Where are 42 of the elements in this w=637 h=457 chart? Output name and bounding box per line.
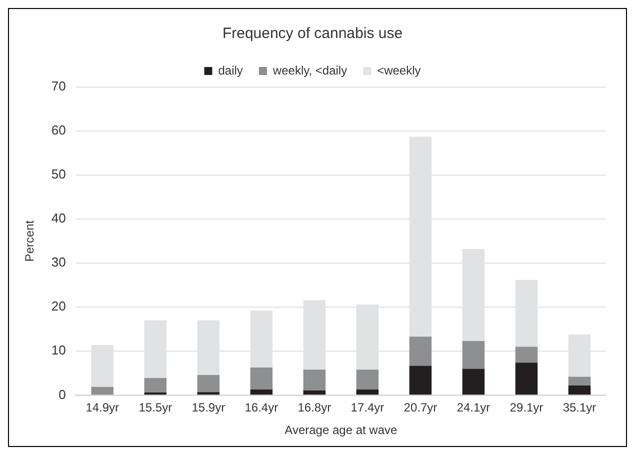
legend-label: daily	[218, 63, 243, 78]
bar	[144, 378, 167, 393]
x-tick-label: 16.4yr	[244, 400, 278, 415]
x-tick-label: 35.1yr	[562, 400, 596, 415]
y-tick-label: 0	[58, 386, 66, 402]
bar	[356, 370, 379, 390]
bar	[515, 362, 538, 395]
bar	[568, 376, 591, 386]
y-tick-label: 60	[51, 122, 66, 138]
bar	[250, 367, 273, 390]
bar	[515, 346, 538, 363]
legend-label: weekly, <daily	[272, 63, 348, 78]
y-axis-title: Percent	[22, 220, 37, 262]
x-tick-label: 29.1yr	[510, 400, 544, 415]
bar	[250, 389, 273, 395]
bar	[409, 366, 432, 395]
bar	[197, 392, 220, 395]
y-tick-label: 20	[51, 298, 66, 314]
y-tick-label: 40	[51, 210, 66, 226]
x-tick-label: 17.4yr	[350, 400, 384, 415]
x-tick-label: 15.5yr	[138, 400, 172, 415]
x-tick-label: 14.9yr	[86, 400, 120, 415]
y-tick-label: 70	[51, 78, 66, 94]
legend-label: <weekly	[377, 63, 421, 78]
x-axis-title: Average age at wave	[284, 423, 398, 438]
bar	[409, 336, 432, 366]
bar	[462, 368, 485, 395]
chart-title: Frequency of cannabis use	[222, 25, 403, 42]
bar	[197, 374, 220, 392]
x-tick-label: 20.7yr	[404, 400, 438, 415]
bar	[303, 390, 326, 395]
bar	[356, 389, 379, 395]
bar	[303, 370, 326, 390]
y-tick-label: 50	[51, 166, 66, 182]
x-tick-label: 24.1yr	[456, 400, 490, 415]
x-tick-label: 15.9yr	[192, 400, 226, 415]
y-tick-label: 10	[51, 342, 66, 358]
x-tick-label: 16.8yr	[298, 400, 332, 415]
bar	[91, 386, 114, 395]
y-tick-label: 30	[51, 254, 66, 270]
bar	[568, 386, 591, 395]
bar	[462, 341, 485, 369]
